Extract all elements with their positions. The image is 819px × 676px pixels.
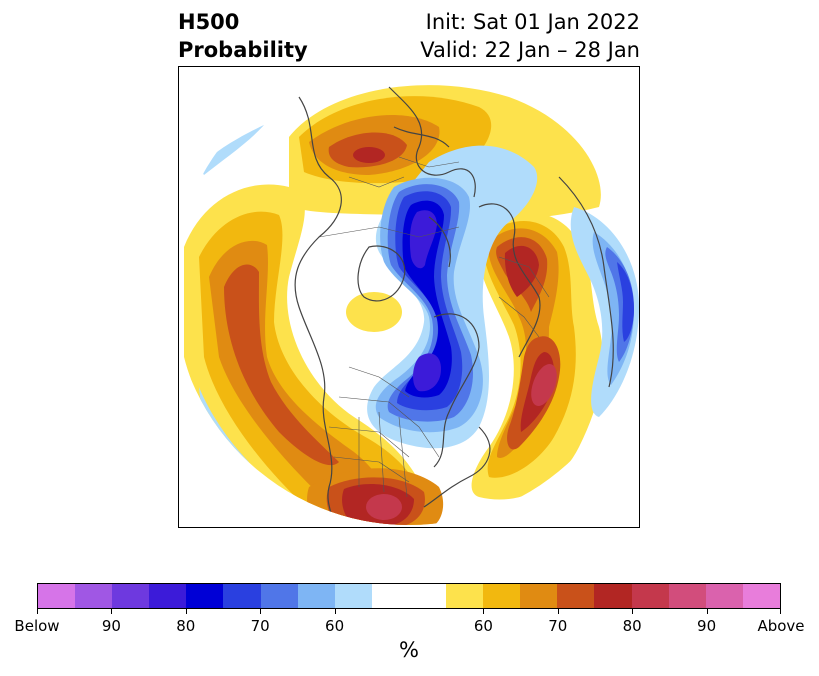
colorbar-tick-label: 60 [325,617,345,635]
colorbar-ticks [37,608,781,616]
colorbar-segment [483,584,521,608]
colorbar-segment [742,584,780,608]
colorbar-segment [408,584,447,608]
colorbar [37,583,781,609]
colorbar-segment [297,584,335,608]
colorbar-segment [705,584,743,608]
colorbar-tick-label: 80 [622,617,642,635]
below-streak-west [199,125,264,175]
colorbar-segment [112,584,150,608]
title-block-left: H500 Probability [178,8,308,64]
colorbar-segment [371,584,409,608]
colorbar-tick [185,608,187,614]
colorbar-tick-label: 60 [473,617,493,635]
colorbar-units: % [399,638,419,662]
colorbar-tick [260,608,262,614]
colorbar-tick [632,608,634,614]
title-block-right: Init: Sat 01 Jan 2022 Valid: 22 Jan – 28… [420,8,640,64]
colorbar-tick-label: 80 [176,617,196,635]
valid-period: Valid: 22 Jan – 28 Jan [420,38,640,62]
coastlines [294,86,614,525]
colorbar-tick-label: 90 [101,617,121,635]
colorbar-tick-label: Below [14,617,60,635]
colorbar-segment [38,584,76,608]
below-region-arctic-canada [367,145,538,449]
colorbar-tick [111,608,113,614]
colorbar-tick [557,608,559,614]
colorbar-segment [520,584,558,608]
colorbar-segment [631,584,669,608]
colorbar-segment [557,584,595,608]
colorbar-segment [149,584,187,608]
above-region-southeast-us [307,468,444,525]
chart-subtitle: Probability [178,38,308,62]
colorbar-segment [446,584,484,608]
colorbar-tick [334,608,336,614]
colorbar-segment [334,584,372,608]
init-date: Init: Sat 01 Jan 2022 [425,10,640,34]
colorbar-tick-label: 70 [548,617,568,635]
colorbar-tick [483,608,485,614]
above-region-east-asia [471,212,603,500]
colorbar-tick [780,608,781,614]
map-panel [178,66,640,528]
below-region-far-east [570,207,639,417]
colorbar-tick [706,608,708,614]
colorbar-tick [37,608,38,614]
colorbar-tick-label: Above [757,617,805,635]
borders [318,156,550,498]
colorbar-tick-label: 70 [250,617,270,635]
colorbar-segment [260,584,298,608]
above-spot-pole [346,292,402,332]
colorbar-segment [594,584,632,608]
probability-map [179,67,639,525]
colorbar-segment [75,584,113,608]
colorbar-tick-label: 90 [697,617,717,635]
colorbar-segment [668,584,706,608]
chart-title: H500 [178,10,240,34]
colorbar-segment [223,584,261,608]
above-region-pacific [184,184,434,525]
colorbar-segment [186,584,224,608]
